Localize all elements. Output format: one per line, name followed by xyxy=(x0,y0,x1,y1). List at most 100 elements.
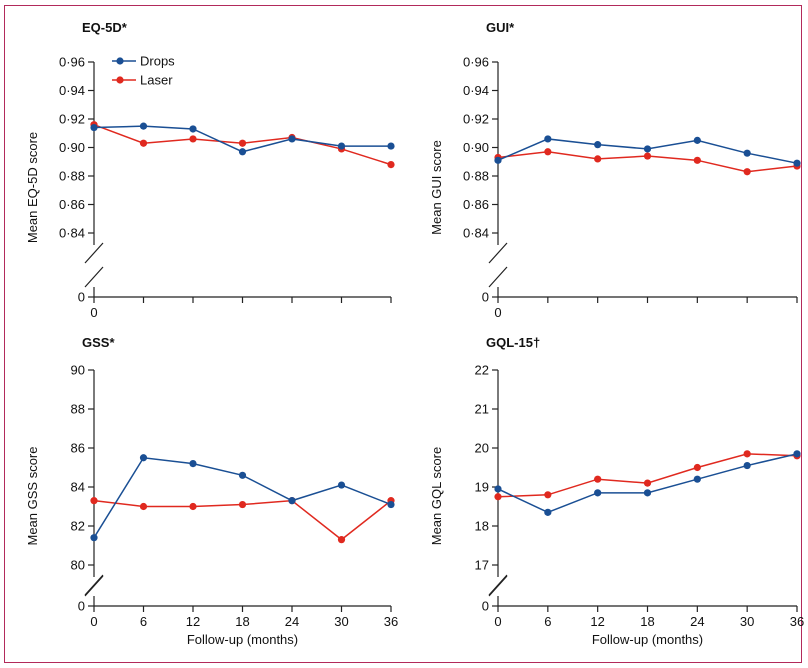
data-point-laser xyxy=(544,148,552,156)
data-point-drops xyxy=(494,156,502,164)
data-point-drops xyxy=(387,142,395,150)
legend: Drops Laser xyxy=(112,54,175,88)
x-tick-label: 24 xyxy=(690,614,704,629)
y-axis-label: Mean GQL score xyxy=(429,447,444,546)
y-tick-label: 0·92 xyxy=(463,112,489,127)
x-axis-label: Follow-up (months) xyxy=(592,632,703,647)
y-tick-label: 0·86 xyxy=(59,197,85,212)
x-tick-label: 30 xyxy=(334,614,348,629)
axis-break-mark xyxy=(488,266,508,288)
data-point-laser xyxy=(693,463,701,472)
x-tick-label: 30 xyxy=(740,614,754,629)
series-line-drops xyxy=(93,125,391,153)
data-point-drops xyxy=(693,136,701,144)
data-point-drops xyxy=(594,141,602,149)
data-point-laser xyxy=(238,500,247,509)
x-tick-label: 0 xyxy=(494,614,501,629)
y-tick-label: 86 xyxy=(71,441,85,456)
data-point-laser xyxy=(90,497,98,505)
x-axis-label: Follow-up (months) xyxy=(187,632,298,647)
data-point-laser xyxy=(594,155,602,163)
chart-panel-2: GSS* Mean GSS score 80 82 84 86 88 90 00 6 12 18 24 3… xyxy=(25,335,398,647)
data-point-laser xyxy=(139,139,148,147)
axis-break-mark xyxy=(84,574,104,596)
data-point-laser xyxy=(743,450,751,458)
data-point-drops xyxy=(238,148,247,156)
legend-marker xyxy=(116,76,124,84)
y-tick-label: 0·88 xyxy=(59,169,85,184)
y-tick-label: 0·94 xyxy=(59,83,85,98)
y-tick-label: 0·92 xyxy=(59,112,85,127)
data-point-drops xyxy=(288,497,296,505)
data-point-drops xyxy=(139,122,148,130)
x-tick-label: 0 xyxy=(494,305,501,320)
y-tick-label: 90 xyxy=(71,363,85,378)
y-tick-label: 84 xyxy=(71,480,85,495)
chart-panel-0: EQ-5D* Mean EQ-5D score 0·84 0·86 0·88 0·90 0·… xyxy=(25,20,395,320)
x-tick-label: 12 xyxy=(590,614,604,629)
y-tick-label: 22 xyxy=(475,363,489,378)
data-point-drops xyxy=(90,123,98,132)
y-tick-label: 18 xyxy=(475,519,489,534)
data-point-drops xyxy=(643,489,652,497)
data-point-drops xyxy=(793,159,801,167)
x-tick-label: 36 xyxy=(790,614,804,629)
data-point-drops xyxy=(544,508,552,516)
y-tick-label: 20 xyxy=(475,441,489,456)
data-point-drops xyxy=(189,125,197,133)
x-tick-label: 0 xyxy=(90,305,97,320)
data-point-drops xyxy=(238,471,247,479)
figure-frame xyxy=(4,5,802,663)
data-point-drops xyxy=(544,135,552,143)
x-tick-label: 12 xyxy=(186,614,200,629)
data-point-drops xyxy=(288,135,296,143)
x-tick-label: 18 xyxy=(235,614,249,629)
data-point-laser xyxy=(494,493,502,501)
data-point-laser xyxy=(189,135,197,143)
data-point-drops xyxy=(90,534,98,542)
panel-title: EQ-5D* xyxy=(82,20,128,35)
axis-break-mark xyxy=(488,242,508,264)
data-point-laser xyxy=(643,152,652,160)
data-point-drops xyxy=(743,461,751,470)
data-point-laser xyxy=(594,475,602,483)
axis-break-mark xyxy=(488,575,508,597)
data-point-laser xyxy=(387,161,395,169)
axis-break-mark xyxy=(488,574,508,596)
y-tick-label: 0·90 xyxy=(463,140,489,155)
y-tick-label: 0·94 xyxy=(463,83,489,98)
data-point-drops xyxy=(494,485,502,493)
y-tick-label: 0·96 xyxy=(463,55,489,70)
y-tick-label: 0·96 xyxy=(59,55,85,70)
legend-label: Drops xyxy=(140,54,175,69)
y-tick-label: 88 xyxy=(71,402,85,417)
axis-break-mark xyxy=(84,242,104,264)
data-point-laser xyxy=(643,479,652,487)
x-tick-label: 6 xyxy=(544,614,551,629)
data-point-drops xyxy=(139,454,148,462)
panel-title: GUI* xyxy=(486,20,515,35)
data-point-laser xyxy=(743,168,751,176)
y-axis-label: Mean EQ-5D score xyxy=(25,132,40,243)
axis-break-mark xyxy=(84,266,104,288)
x-tick-label: 0 xyxy=(90,614,97,629)
data-point-drops xyxy=(189,460,197,468)
y-tick-label: 21 xyxy=(475,402,489,417)
data-point-drops xyxy=(594,489,602,497)
legend-label: Laser xyxy=(140,73,173,88)
data-point-drops xyxy=(387,500,395,509)
y-tick-label: 0 xyxy=(482,290,489,305)
y-axis-label: Mean GUI score xyxy=(429,140,444,235)
series-line-drops xyxy=(93,456,392,539)
data-point-laser xyxy=(189,502,197,511)
data-point-laser xyxy=(139,502,148,511)
x-tick-label: 36 xyxy=(384,614,398,629)
data-point-laser xyxy=(544,491,552,499)
data-point-drops xyxy=(337,142,346,150)
data-point-drops xyxy=(337,481,346,489)
y-tick-label: 0·84 xyxy=(59,226,85,241)
data-point-drops xyxy=(643,145,652,153)
chart-panel-3: GQL-15† Mean GQL score 17 18 19 20 21 22 00 6 12 18… xyxy=(429,335,804,647)
y-tick-label: 0·86 xyxy=(463,197,489,212)
